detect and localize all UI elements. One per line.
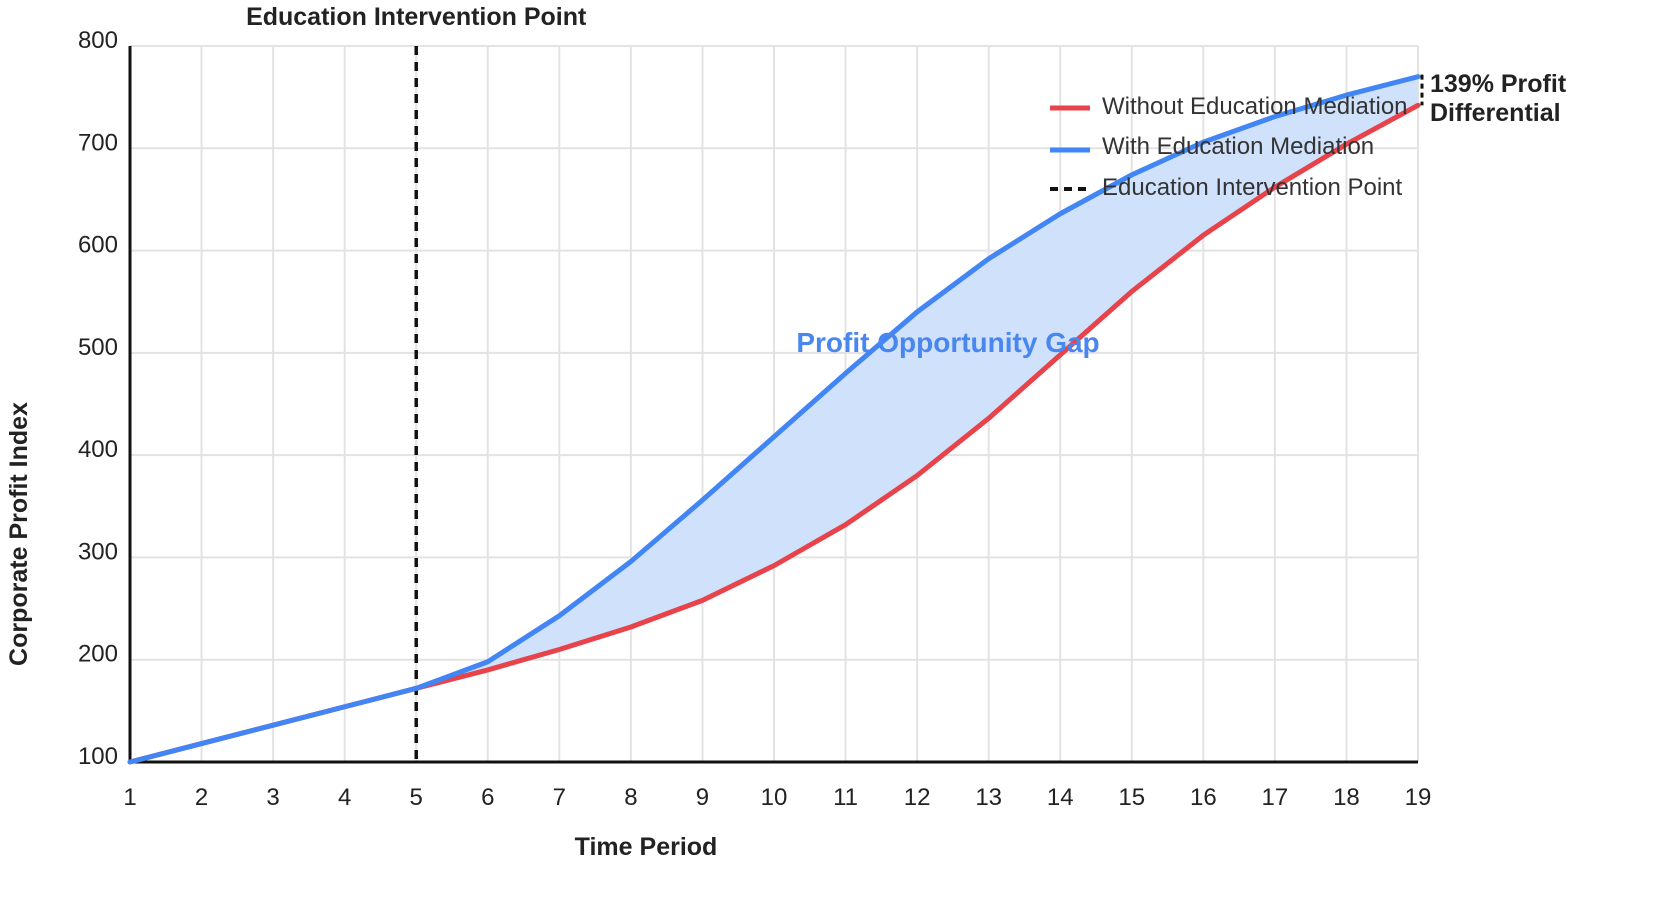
x-tick-label: 1 <box>123 784 136 811</box>
y-tick-label: 500 <box>78 334 118 361</box>
y-tick-label: 300 <box>78 538 118 565</box>
x-tick-label: 7 <box>553 784 566 811</box>
y-tick-label: 800 <box>78 27 118 54</box>
x-tick-label: 2 <box>195 784 208 811</box>
x-tick-label: 18 <box>1333 784 1360 811</box>
x-tick-label: 11 <box>833 784 858 811</box>
x-tick-label: 14 <box>1047 784 1074 811</box>
legend-label-without: Without Education Mediation <box>1102 93 1408 120</box>
x-tick-label: 9 <box>696 784 709 811</box>
gap-annotation-label: Profit Opportunity Gap <box>796 327 1099 358</box>
gap-fill-layer <box>130 76 1418 762</box>
x-tick-label: 4 <box>338 784 351 811</box>
axes <box>128 46 1418 764</box>
y-tick-label: 200 <box>78 641 118 668</box>
x-axis-title: Time Period <box>575 833 718 861</box>
x-tick-label: 10 <box>761 784 788 811</box>
y-tick-label: 700 <box>78 129 118 156</box>
x-tick-label: 15 <box>1118 784 1145 811</box>
x-tick-label: 19 <box>1405 784 1432 811</box>
profit-gap-area <box>130 76 1418 762</box>
legend: Without Education Mediation With Educati… <box>1050 93 1408 201</box>
legend-label-with: With Education Mediation <box>1102 133 1374 160</box>
x-tick-label: 17 <box>1262 784 1289 811</box>
x-tick-label: 8 <box>624 784 637 811</box>
x-tick-label: 12 <box>904 784 931 811</box>
intervention-layer: Education Intervention Point <box>246 3 587 762</box>
y-axis-title: Corporate Profit Index <box>5 402 33 666</box>
y-tick-label: 600 <box>78 232 118 259</box>
x-tick-label: 16 <box>1190 784 1217 811</box>
series-line-with-education <box>127 74 1421 765</box>
y-tick-label: 400 <box>78 436 118 463</box>
x-tick-label: 13 <box>975 784 1002 811</box>
x-tick-label: 5 <box>410 784 423 811</box>
differential-label-line1: 139% Profit <box>1430 70 1567 98</box>
differential-annotation: 139% Profit Differential <box>1420 70 1567 127</box>
y-tick-label: 100 <box>78 743 118 770</box>
x-tick-label: 3 <box>266 784 279 811</box>
x-tick-label: 6 <box>481 784 494 811</box>
intervention-label: Education Intervention Point <box>246 3 587 31</box>
series-layer <box>127 74 1421 765</box>
legend-label-intervention: Education Intervention Point <box>1102 174 1403 201</box>
differential-label-line2: Differential <box>1430 99 1561 127</box>
